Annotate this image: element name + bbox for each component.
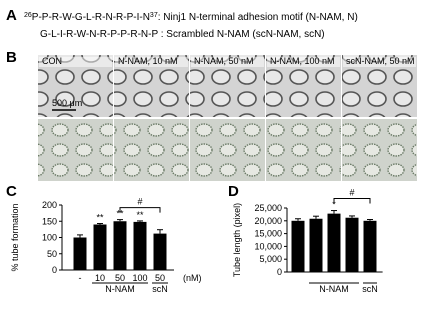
panel-label: C [6, 183, 17, 200]
sequence: P-P-R-W-G-L-R-N-R-P-I-N [32, 12, 150, 23]
bar [133, 221, 147, 270]
significance: ** [136, 210, 144, 220]
bar [153, 233, 167, 270]
y-tick-label: 20,000 [254, 216, 282, 226]
sequence-line: G-L-I-R-W-N-R-P-P-R-N-P : Scrambled N-NA… [40, 29, 325, 40]
x-tick-label: 10 [95, 273, 105, 283]
x-tick-label: 50 [155, 273, 165, 283]
group-label: scN [362, 284, 378, 294]
significance: ** [96, 213, 104, 223]
micrograph [114, 119, 189, 181]
description: : Ninj1 N-terminal adhesion motif (N-NAM… [158, 12, 358, 23]
scale-bar-label: 500 μm [52, 98, 82, 108]
label-bg [267, 57, 340, 67]
bar [73, 237, 87, 270]
comparison-label: # [349, 188, 354, 198]
y-tick-label: 200 [42, 200, 57, 210]
panel-label: D [228, 183, 239, 200]
bar [93, 224, 107, 270]
group-label: N-NAM [105, 284, 135, 294]
description: : Scrambled N-NAM (scN-NAM, scN) [158, 29, 325, 40]
bar [327, 213, 341, 272]
significance: ** [116, 209, 124, 219]
panel-label: A [6, 7, 17, 24]
label-bg [115, 57, 188, 67]
significance: * [332, 200, 336, 210]
bar [291, 220, 305, 272]
x-tick-label: 50 [115, 273, 125, 283]
superscript: 26 [24, 12, 32, 19]
superscript: 37 [150, 12, 158, 19]
sequence-line: 26P-P-R-W-G-L-R-N-R-P-I-N37: Ninj1 N-ter… [24, 12, 358, 23]
comparison-bracket [119, 207, 161, 213]
y-axis-label: % tube formation [10, 203, 20, 271]
y-tick-label: 150 [42, 216, 57, 226]
group-label: N-NAM [319, 284, 349, 294]
bar [345, 217, 359, 272]
y-tick-label: 0 [277, 267, 282, 277]
condition-label: scN-NAM, 50 nM [346, 56, 415, 66]
label-bg [191, 57, 264, 67]
unit-label: (nM) [183, 273, 202, 283]
x-tick-label: 100 [132, 273, 147, 283]
y-tick-label: 0 [52, 265, 57, 275]
comparison-label: # [137, 197, 142, 207]
sequence: G-L-I-R-W-N-R-P-P-R-N-P [40, 29, 158, 40]
label-bg [343, 57, 416, 67]
panel-label: B [6, 49, 17, 66]
bar [113, 221, 127, 270]
x-tick-label: - [79, 273, 82, 283]
comparison-bracket [333, 198, 371, 204]
y-tick-label: 50 [47, 249, 57, 259]
group-label: scN [152, 284, 168, 294]
bar [363, 220, 377, 272]
micrograph [342, 119, 417, 181]
y-tick-label: 100 [42, 233, 57, 243]
bar [309, 218, 323, 272]
label-bg [39, 57, 112, 67]
condition-label: N-NAM, 10 nM [118, 56, 178, 66]
y-tick-label: 25,000 [254, 203, 282, 213]
micrograph [38, 119, 113, 181]
condition-label: N-NAM, 100 nM [270, 56, 335, 66]
y-tick-label: 15,000 [254, 229, 282, 239]
y-tick-label: 10,000 [254, 241, 282, 251]
y-tick-label: 5,000 [259, 254, 282, 264]
y-axis-label: Tube length (pixel) [232, 203, 242, 277]
condition-label: CON [42, 56, 62, 66]
micrograph [266, 119, 341, 181]
micrograph [190, 119, 265, 181]
condition-label: N-NAM, 50 nM [194, 56, 254, 66]
